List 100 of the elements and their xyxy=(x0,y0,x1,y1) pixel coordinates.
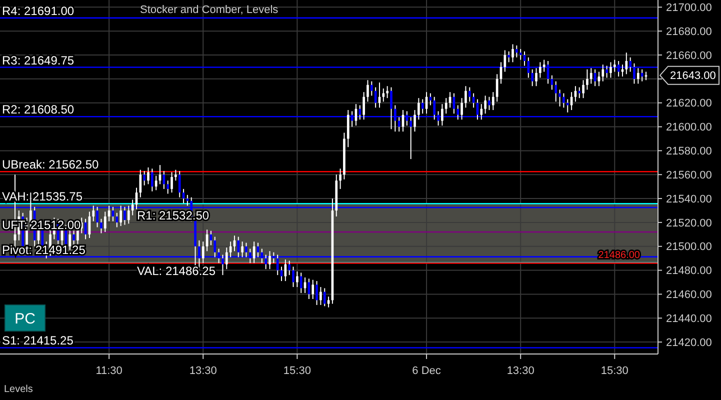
candlestick xyxy=(362,92,365,120)
x-tick-label: 11:30 xyxy=(96,365,122,377)
x-tick-label: 15:30 xyxy=(283,365,311,377)
y-tick-label: 21500.00 xyxy=(666,241,712,254)
candlestick xyxy=(225,247,228,270)
y-tick-label: 21460.00 xyxy=(666,289,712,302)
candlestick xyxy=(288,260,291,276)
candlestick xyxy=(178,170,181,198)
candlestick xyxy=(241,241,244,258)
chart-title: Stocker and Comber, Levels xyxy=(140,4,279,16)
candlestick xyxy=(316,280,318,306)
x-tick-label: 15:30 xyxy=(600,365,628,377)
candlestick xyxy=(460,98,463,120)
candlestick xyxy=(539,62,542,78)
y-tick-label: 21660.00 xyxy=(666,50,712,62)
text: 21643.00 xyxy=(670,70,716,82)
candlestick xyxy=(625,52,628,75)
y-tick-label: 21580.00 xyxy=(666,146,712,158)
candlestick xyxy=(327,296,330,308)
candlestick xyxy=(366,80,369,102)
candlestick xyxy=(610,62,612,78)
candlestick xyxy=(386,86,389,99)
candlestick xyxy=(127,205,130,224)
x-tick-label: 13:30 xyxy=(506,365,534,377)
text: Levels xyxy=(4,384,33,395)
candlestick xyxy=(504,50,506,72)
candlestick xyxy=(268,250,271,270)
candlestick xyxy=(542,59,546,72)
y-tick-label: 21440.00 xyxy=(666,312,712,325)
candlestick xyxy=(566,98,569,113)
candlestick xyxy=(602,64,604,82)
candlestick xyxy=(515,44,518,58)
candlestick xyxy=(147,166,150,185)
candlestick xyxy=(418,98,420,120)
candlestick xyxy=(484,95,486,114)
candlestick xyxy=(464,86,467,108)
candlestick xyxy=(166,180,170,194)
candlestick xyxy=(621,64,624,78)
candlestick xyxy=(421,98,424,114)
candlestick xyxy=(480,104,483,120)
candlestick xyxy=(339,168,342,190)
candlestick xyxy=(613,59,616,72)
candlestick xyxy=(252,241,256,264)
candlestick xyxy=(535,68,538,87)
candlestick xyxy=(154,175,158,191)
y-tick-label: 21620.00 xyxy=(666,98,712,110)
candlestick xyxy=(312,279,314,300)
y-tick-label: 21600.00 xyxy=(666,122,712,134)
candlestick xyxy=(346,110,350,148)
y-tick-label: 21520.00 xyxy=(666,217,712,230)
candlestick xyxy=(72,230,75,246)
candlestick xyxy=(174,169,177,182)
candlestick xyxy=(441,104,444,126)
candlestick xyxy=(292,266,294,288)
candlestick xyxy=(519,48,522,60)
ref-line-label: VAL: 21486.25 xyxy=(137,264,216,278)
x-tick-label: 6 Dec xyxy=(412,365,442,377)
candlestick xyxy=(151,168,154,192)
candlestick xyxy=(512,44,514,63)
candlestick xyxy=(120,205,122,227)
candlestick xyxy=(323,288,326,307)
ref-line-label: R3: 21649.75 xyxy=(2,53,74,68)
candlestick xyxy=(554,80,558,102)
y-tick-label: 21480.00 xyxy=(666,265,712,278)
candlestick xyxy=(296,270,298,288)
ref-line-label: R4: 21691.00 xyxy=(2,4,74,18)
candlestick xyxy=(562,92,565,108)
ref-line-label: R2: 21608.50 xyxy=(2,102,74,117)
candlestick xyxy=(382,88,385,102)
candlestick xyxy=(444,98,448,114)
candlestick xyxy=(100,218,102,234)
y-tick-label: 21540.00 xyxy=(666,193,712,206)
candlestick xyxy=(131,199,134,216)
candlestick xyxy=(492,92,494,111)
candlestick xyxy=(139,169,142,198)
candlestick xyxy=(116,212,118,228)
y-tick-label: 21700.00 xyxy=(666,2,712,14)
candlestick xyxy=(92,205,95,222)
candlestick xyxy=(578,86,581,99)
candlestick xyxy=(488,96,490,111)
x-tick-label: 13:30 xyxy=(189,365,217,377)
candlestick xyxy=(170,172,173,194)
annotation: PC xyxy=(14,310,36,328)
candlestick xyxy=(586,68,588,90)
y-tick-label: 21680.00 xyxy=(666,26,712,38)
candlestick xyxy=(202,241,204,264)
y-tick-label: 21420.00 xyxy=(666,336,712,349)
candlestick xyxy=(636,68,640,84)
candlestick xyxy=(558,89,561,107)
candlestick xyxy=(582,80,584,99)
candlestick xyxy=(300,272,302,294)
candlestick xyxy=(468,86,471,102)
candlestick xyxy=(104,211,106,233)
ref-line-label: UBreak: 21562.50 xyxy=(2,158,100,172)
ref-line-label: S1: 21415.25 xyxy=(2,334,74,348)
candlestick xyxy=(414,110,416,132)
y-tick-label: 21560.00 xyxy=(666,169,712,182)
candlestick xyxy=(320,286,322,306)
candlestick xyxy=(508,50,510,63)
candlestick xyxy=(590,68,592,84)
